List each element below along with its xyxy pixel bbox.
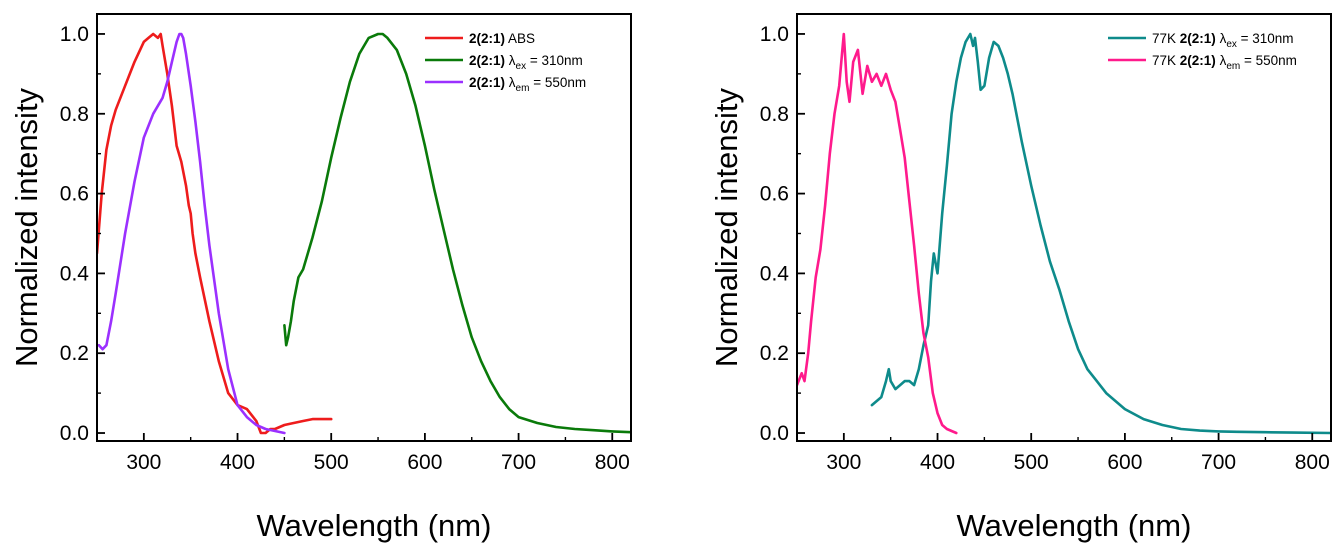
x-tick-label: 500 <box>314 451 349 474</box>
series-line-2 <box>797 32 958 435</box>
x-tick-label: 500 <box>1014 451 1049 474</box>
x-tick-label: 600 <box>407 451 442 474</box>
y-tick-label: 0.6 <box>760 183 789 206</box>
y-tick-label: 0.4 <box>60 262 90 285</box>
y-tick-label: 0.2 <box>60 342 89 365</box>
chart-panel-2: 300 400 500 600 700 800 0.0 0.2 0.4 0.6 0.8 1.0 Wave… <box>709 13 1332 543</box>
x-axis-title: Wavelength (nm) <box>957 508 1192 543</box>
y-tick-label: 0.2 <box>760 342 789 365</box>
legend-label-2: 2(2:1) λex = 310nm <box>469 53 583 72</box>
x-tick-label: 300 <box>826 451 861 474</box>
y-tick-label: 0.8 <box>60 103 89 126</box>
plot-frame <box>796 13 1332 442</box>
x-tick-label: 800 <box>1295 451 1330 474</box>
chart-panel-1: 300 400 500 600 700 800 0.0 0.2 0.4 0.6 0.8 1.0 Wave… <box>9 13 632 543</box>
series-line-1 <box>870 32 1331 435</box>
x-tick-label: 700 <box>501 451 536 474</box>
x-tick-label: 400 <box>220 451 255 474</box>
y-tick-label: 0.4 <box>760 262 790 285</box>
x-tick-label: 400 <box>920 451 955 474</box>
x-axis-title: Wavelength (nm) <box>257 508 492 543</box>
x-tick-label: 600 <box>1107 451 1142 474</box>
legend-label-2: 77K 2(2:1) λem = 550nm <box>1152 53 1297 72</box>
x-tick-label: 700 <box>1201 451 1236 474</box>
legend-label-1: 2(2:1) ABS <box>469 31 535 46</box>
legend-label-3: 2(2:1) λem = 550nm <box>469 75 586 94</box>
y-tick-label: 0.6 <box>60 183 89 206</box>
x-tick-label: 800 <box>595 451 630 474</box>
legend: 2(2:1) ABS 2(2:1) λex = 310nm 2(2:1) λem… <box>425 31 586 94</box>
legend: 77K 2(2:1) λex = 310nm 77K 2(2:1) λem = 5… <box>1108 31 1297 72</box>
series-line-2 <box>283 32 631 434</box>
y-tick-label: 0.8 <box>760 103 789 126</box>
y-axis-title: Normalized intensity <box>709 87 744 367</box>
legend-label-1: 77K 2(2:1) λex = 310nm <box>1152 31 1294 50</box>
plot-frame <box>96 13 632 442</box>
y-tick-label: 0.0 <box>60 422 89 445</box>
y-tick-label: 1.0 <box>60 23 89 46</box>
series-line-3 <box>97 32 286 435</box>
y-tick-label: 1.0 <box>760 23 789 46</box>
x-tick-label: 300 <box>126 451 161 474</box>
series-line-1 <box>97 32 333 435</box>
y-axis-title: Normalized intensity <box>9 87 44 367</box>
y-tick-label: 0.0 <box>760 422 789 445</box>
